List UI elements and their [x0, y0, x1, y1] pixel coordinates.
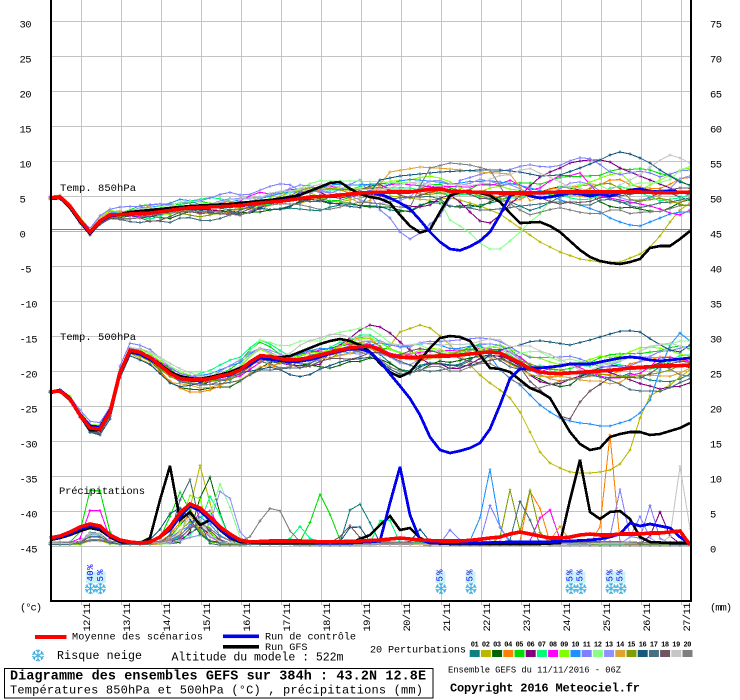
- svg-text:19/11: 19/11: [362, 603, 374, 632]
- svg-text:Températures 850hPa et 500hPa: Températures 850hPa et 500hPa (°C) , pré…: [10, 684, 423, 698]
- svg-text:40: 40: [710, 265, 722, 277]
- svg-text:5%: 5%: [466, 569, 476, 582]
- svg-text:04: 04: [504, 642, 512, 650]
- svg-text:15: 15: [628, 642, 636, 650]
- svg-text:-25: -25: [20, 405, 38, 417]
- svg-text:24/11: 24/11: [562, 603, 574, 632]
- svg-text:(°c): (°c): [20, 603, 42, 615]
- svg-text:45: 45: [710, 230, 722, 242]
- svg-text:65: 65: [710, 90, 722, 102]
- svg-text:30: 30: [20, 20, 32, 32]
- svg-text:40%: 40%: [86, 564, 96, 582]
- svg-text:35: 35: [710, 300, 722, 312]
- svg-text:30: 30: [710, 335, 722, 347]
- svg-text:5%: 5%: [566, 569, 576, 582]
- svg-text:20: 20: [20, 90, 32, 102]
- svg-text:-45: -45: [20, 545, 38, 557]
- svg-text:10: 10: [20, 160, 32, 172]
- svg-text:21/11: 21/11: [442, 603, 454, 632]
- svg-text:Temp. 850hPa: Temp. 850hPa: [60, 183, 136, 195]
- svg-text:20: 20: [710, 405, 722, 417]
- svg-text:14/11: 14/11: [162, 603, 174, 632]
- svg-text:26/11: 26/11: [642, 603, 654, 632]
- svg-text:14: 14: [616, 642, 624, 650]
- svg-text:50: 50: [710, 195, 722, 207]
- svg-text:Run GFS: Run GFS: [265, 643, 308, 654]
- svg-text:12/11: 12/11: [82, 603, 94, 632]
- svg-text:5%: 5%: [436, 569, 446, 582]
- svg-text:06: 06: [527, 642, 535, 650]
- svg-text:10: 10: [710, 475, 722, 487]
- svg-text:27/11: 27/11: [682, 603, 694, 632]
- svg-text:09: 09: [560, 642, 568, 650]
- svg-text:Ensemble GEFS du 11/11/2016 -: Ensemble GEFS du 11/11/2016 - 06Z: [448, 666, 621, 676]
- svg-text:Diagramme des ensembles GEFS s: Diagramme des ensembles GEFS sur 384h : …: [10, 670, 426, 685]
- svg-text:22/11: 22/11: [482, 603, 494, 632]
- svg-text:20 Perturbations: 20 Perturbations: [370, 645, 466, 657]
- svg-text:17/11: 17/11: [282, 603, 294, 632]
- svg-text:-20: -20: [20, 370, 38, 382]
- svg-text:23/11: 23/11: [522, 603, 534, 632]
- svg-text:5%: 5%: [576, 569, 586, 582]
- svg-text:Risque neige: Risque neige: [57, 650, 142, 663]
- svg-text:19: 19: [672, 642, 680, 650]
- svg-text:5%: 5%: [606, 569, 616, 582]
- svg-text:18/11: 18/11: [322, 603, 334, 632]
- svg-text:5: 5: [20, 195, 26, 207]
- svg-text:17: 17: [650, 642, 658, 650]
- svg-text:12: 12: [594, 642, 602, 650]
- svg-text:5: 5: [710, 510, 716, 522]
- svg-text:02: 02: [482, 642, 490, 650]
- svg-text:16/11: 16/11: [242, 603, 254, 632]
- svg-text:-40: -40: [20, 510, 38, 522]
- svg-text:-30: -30: [20, 440, 38, 452]
- svg-text:Altitude du modele : 522m: Altitude du modele : 522m: [172, 652, 344, 665]
- svg-text:-15: -15: [20, 335, 38, 347]
- svg-text:01: 01: [471, 642, 479, 650]
- svg-text:18: 18: [661, 642, 669, 650]
- svg-text:16: 16: [639, 642, 647, 650]
- svg-text:5%: 5%: [616, 569, 626, 582]
- svg-text:-5: -5: [20, 265, 32, 277]
- svg-text:-35: -35: [20, 475, 38, 487]
- svg-text:07: 07: [538, 642, 546, 650]
- svg-text:75: 75: [710, 20, 722, 32]
- svg-text:Temp. 500hPa: Temp. 500hPa: [60, 332, 136, 344]
- svg-text:11: 11: [583, 642, 591, 650]
- svg-text:5%: 5%: [96, 569, 106, 582]
- svg-text:0: 0: [20, 230, 26, 242]
- svg-text:15: 15: [710, 440, 722, 452]
- svg-text:Copyright 2016 Meteociel.fr: Copyright 2016 Meteociel.fr: [450, 682, 640, 696]
- svg-text:60: 60: [710, 125, 722, 137]
- svg-text:55: 55: [710, 160, 722, 172]
- svg-text:20/11: 20/11: [402, 603, 414, 632]
- svg-text:13: 13: [605, 642, 613, 650]
- svg-text:05: 05: [516, 642, 524, 650]
- svg-text:Précipitations: Précipitations: [59, 486, 145, 498]
- svg-text:Run de contrôle: Run de contrôle: [265, 632, 356, 644]
- svg-text:13/11: 13/11: [122, 603, 134, 632]
- svg-text:10: 10: [572, 642, 580, 650]
- svg-text:0: 0: [710, 545, 716, 557]
- svg-text:03: 03: [493, 642, 501, 650]
- svg-text:25: 25: [710, 370, 722, 382]
- svg-text:(mm): (mm): [710, 603, 732, 615]
- svg-text:15: 15: [20, 125, 32, 137]
- svg-text:20: 20: [684, 642, 692, 650]
- svg-text:Moyenne des scénarios: Moyenne des scénarios: [72, 632, 203, 644]
- svg-text:25/11: 25/11: [602, 603, 614, 632]
- svg-text:08: 08: [549, 642, 557, 650]
- svg-text:25: 25: [20, 55, 32, 67]
- svg-text:15/11: 15/11: [202, 603, 214, 632]
- svg-text:-10: -10: [20, 300, 38, 312]
- svg-text:70: 70: [710, 55, 722, 67]
